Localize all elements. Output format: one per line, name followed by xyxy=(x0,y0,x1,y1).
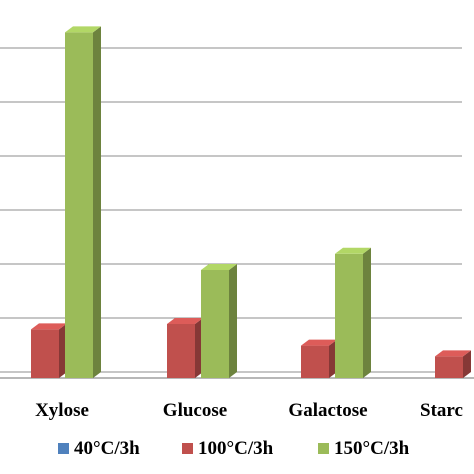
legend-swatch-2 xyxy=(318,443,329,454)
bar-100-c-3h-galactose xyxy=(301,339,337,378)
bar-top xyxy=(167,318,203,324)
category-labels: Xylose Glucose Galactose Starc xyxy=(35,400,463,421)
bar-100-c-3h-glucose xyxy=(167,318,203,378)
bar-150-c-3h-glucose xyxy=(201,264,237,378)
bar-front xyxy=(435,356,463,378)
bar-side xyxy=(463,350,471,378)
bar-top xyxy=(201,264,237,270)
x-tick-label-xylose: Xylose xyxy=(35,400,89,421)
legend-swatch-0 xyxy=(58,443,69,454)
bar-top xyxy=(335,247,371,254)
bar-100-c-3h-starch xyxy=(435,350,471,378)
bar-side xyxy=(229,264,237,378)
bars xyxy=(31,26,471,379)
bar-150-c-3h-galactose xyxy=(335,247,371,378)
x-tick-label-glucose: Glucose xyxy=(163,400,227,421)
bar-top xyxy=(301,339,337,346)
x-tick-label-starch: Starc xyxy=(420,400,463,421)
bar-side xyxy=(93,26,101,379)
bar-150-c-3h-xylose xyxy=(65,26,101,379)
legend-label-2: 150°C/3h xyxy=(334,438,410,459)
bar-front xyxy=(201,270,229,378)
bar-top xyxy=(435,350,471,357)
bar-top xyxy=(65,26,101,33)
legend-label-1: 100°C/3h xyxy=(198,438,274,459)
bar-front xyxy=(335,253,363,378)
legend: 40°C/3h 100°C/3h 150°C/3h xyxy=(58,438,410,459)
bar-front xyxy=(301,345,329,378)
bar-front xyxy=(167,324,195,378)
x-tick-label-galactose: Galactose xyxy=(288,400,367,421)
bar-100-c-3h-xylose xyxy=(31,323,67,378)
bar-top xyxy=(31,323,67,330)
bar-side xyxy=(363,247,371,378)
legend-label-0: 40°C/3h xyxy=(74,438,140,459)
bar-front xyxy=(31,329,59,378)
legend-swatch-1 xyxy=(182,443,193,454)
bar-front xyxy=(65,32,93,379)
